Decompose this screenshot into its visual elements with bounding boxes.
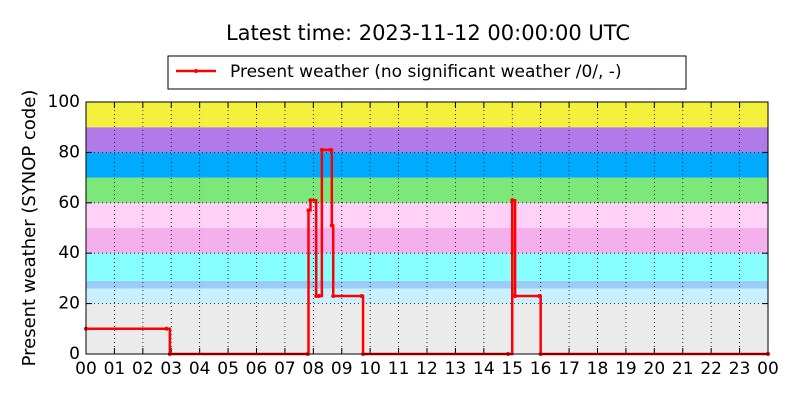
data-point: [328, 147, 333, 152]
data-point: [513, 294, 518, 299]
data-point: [306, 208, 311, 213]
x-tick-label: 13: [445, 359, 467, 379]
data-point: [317, 294, 322, 299]
x-tick-label: 00: [75, 359, 97, 379]
x-tick-label: 02: [132, 359, 154, 379]
background-band: [86, 152, 768, 178]
data-point: [359, 294, 364, 299]
x-tick-label: 14: [473, 359, 495, 379]
x-tick-label: 19: [615, 359, 637, 379]
legend-marker: [194, 69, 198, 73]
x-tick-label: 17: [558, 359, 580, 379]
data-point: [314, 294, 319, 299]
x-tick-label: 20: [644, 359, 666, 379]
x-tick-label: 04: [189, 359, 211, 379]
x-tick-label: 07: [274, 359, 296, 379]
background-band: [86, 127, 768, 153]
y-tick-label: 0: [69, 344, 80, 364]
data-point: [510, 198, 515, 203]
y-tick-label: 80: [58, 142, 80, 162]
legend-box: [167, 55, 687, 90]
y-axis-label: Present weather (SYNOP code): [19, 90, 40, 367]
x-tick-label: 09: [331, 359, 353, 379]
data-point: [537, 294, 542, 299]
y-tick-label: 40: [58, 243, 80, 263]
background-band: [86, 303, 768, 354]
x-tick-label: 11: [388, 359, 410, 379]
x-tick-label: 22: [700, 359, 722, 379]
background-band: [86, 288, 768, 304]
plot-frame: [85, 101, 769, 355]
x-tick-label: 10: [359, 359, 381, 379]
data-point: [319, 147, 324, 152]
background-band: [86, 253, 768, 281]
x-tick-label: 23: [729, 359, 751, 379]
background-band: [86, 228, 768, 254]
y-tick-label: 20: [58, 294, 80, 314]
y-tick-label: 60: [58, 193, 80, 213]
legend-label: Present weather (no significant weather …: [230, 62, 622, 82]
x-tick-label: 01: [104, 359, 126, 379]
chart-title: Latest time: 2023-11-12 00:00:00 UTC: [226, 21, 630, 45]
x-tick-label: 15: [501, 359, 523, 379]
x-tick-label: 06: [246, 359, 268, 379]
x-tick-label: 18: [587, 359, 609, 379]
x-tick-label: 21: [672, 359, 694, 379]
x-tick-label: 00: [757, 359, 779, 379]
data-point: [329, 223, 334, 228]
background-band: [86, 280, 768, 289]
data-point: [331, 294, 336, 299]
x-tick-label: 05: [217, 359, 239, 379]
y-tick-label: 100: [48, 92, 80, 112]
x-tick-label: 16: [530, 359, 552, 379]
x-tick-label: 12: [416, 359, 438, 379]
x-tick-label: 08: [303, 359, 325, 379]
legend: Present weather (no significant weather …: [167, 55, 687, 90]
x-tick-label: 03: [160, 359, 182, 379]
data-point: [308, 198, 313, 203]
data-point: [164, 326, 169, 331]
